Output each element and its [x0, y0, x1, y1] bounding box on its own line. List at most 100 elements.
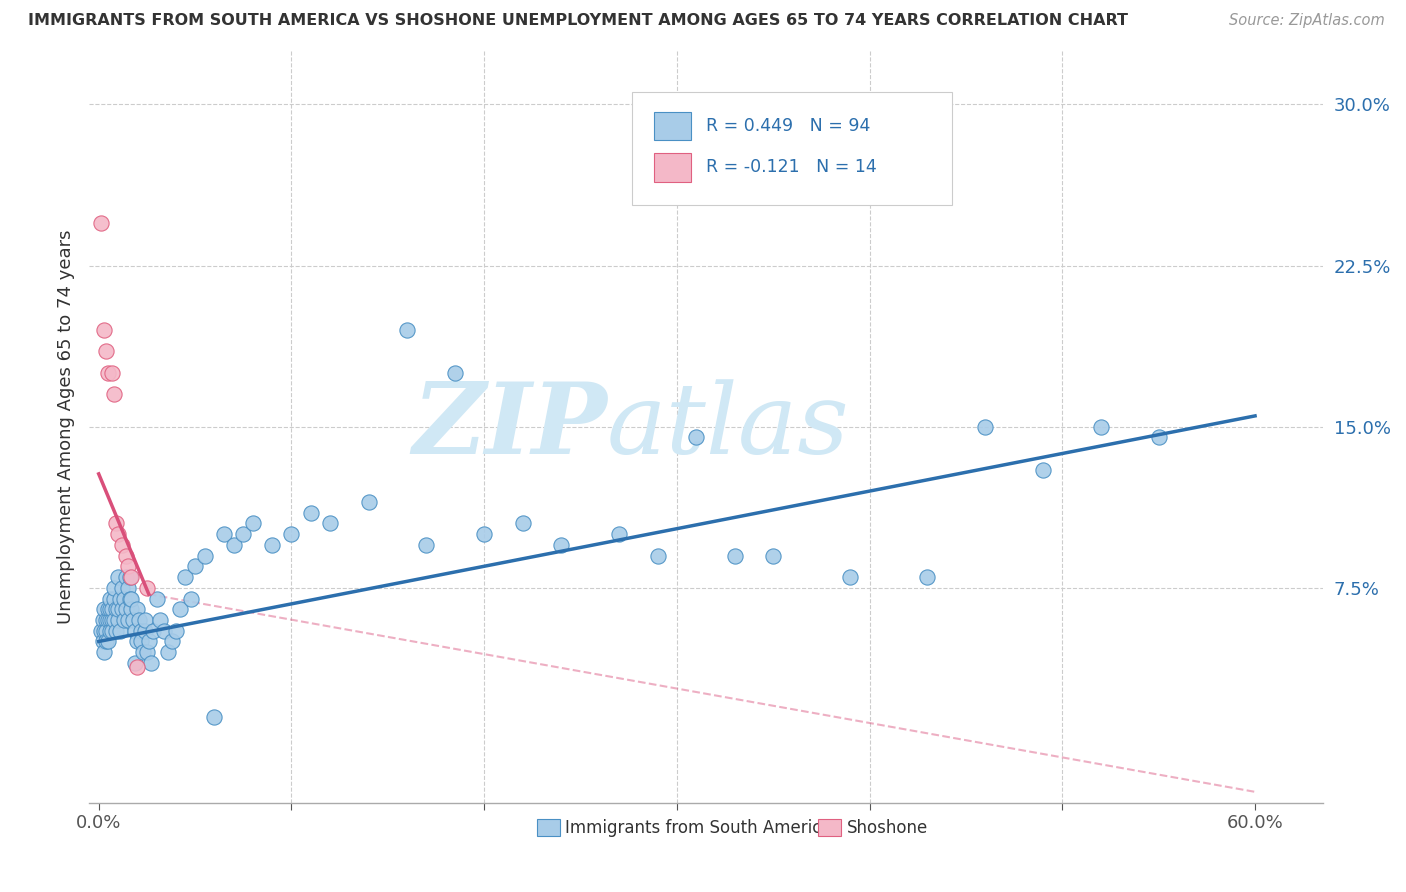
Point — [149, 613, 172, 627]
Point — [134, 624, 156, 638]
Point — [127, 660, 149, 674]
Point — [103, 613, 125, 627]
Point — [1090, 419, 1112, 434]
Point — [108, 624, 131, 638]
Point — [184, 559, 207, 574]
Point — [98, 591, 121, 606]
Text: Source: ZipAtlas.com: Source: ZipAtlas.com — [1229, 13, 1385, 29]
Point — [139, 656, 162, 670]
Point — [108, 591, 131, 606]
Point — [118, 591, 141, 606]
Point — [415, 538, 437, 552]
Point — [101, 366, 124, 380]
Point — [647, 549, 669, 563]
Point — [97, 602, 120, 616]
Point — [169, 602, 191, 616]
Point — [607, 527, 630, 541]
Point — [135, 581, 157, 595]
Point — [121, 591, 143, 606]
Point — [96, 613, 118, 627]
Text: atlas: atlas — [607, 379, 849, 475]
Point — [117, 613, 139, 627]
Point — [91, 613, 114, 627]
Point — [90, 624, 112, 638]
Point — [685, 430, 707, 444]
Point — [135, 645, 157, 659]
Point — [1147, 430, 1170, 444]
Point — [105, 624, 128, 638]
Point — [101, 624, 124, 638]
Point — [165, 624, 187, 638]
Point — [129, 624, 152, 638]
Bar — [654, 153, 690, 181]
Point — [357, 495, 380, 509]
Point — [138, 634, 160, 648]
Point — [232, 527, 254, 541]
Point — [396, 323, 419, 337]
Point — [103, 591, 125, 606]
Point — [93, 323, 115, 337]
Point — [512, 516, 534, 531]
Point — [180, 591, 202, 606]
Point — [97, 366, 120, 380]
Point — [145, 591, 167, 606]
Point — [724, 549, 747, 563]
Point — [472, 527, 495, 541]
Point — [105, 602, 128, 616]
Point — [114, 549, 136, 563]
Text: R = -0.121   N = 14: R = -0.121 N = 14 — [706, 158, 876, 177]
Point — [97, 634, 120, 648]
Point — [98, 624, 121, 638]
Point — [117, 559, 139, 574]
Point — [103, 581, 125, 595]
Point — [96, 344, 118, 359]
Point — [160, 634, 183, 648]
Point — [222, 538, 245, 552]
Point — [98, 613, 121, 627]
Point — [101, 613, 124, 627]
Point — [97, 613, 120, 627]
Point — [124, 656, 146, 670]
Point — [319, 516, 342, 531]
Bar — [654, 112, 690, 140]
Point — [117, 581, 139, 595]
Point — [132, 645, 155, 659]
Text: Immigrants from South America: Immigrants from South America — [565, 819, 832, 837]
Point — [98, 602, 121, 616]
Point — [1032, 462, 1054, 476]
Point — [280, 527, 302, 541]
Point — [299, 506, 322, 520]
Point — [262, 538, 284, 552]
Point — [111, 538, 134, 552]
Point — [103, 387, 125, 401]
Point — [91, 634, 114, 648]
Point — [127, 602, 149, 616]
Point — [762, 549, 785, 563]
Point — [96, 624, 118, 638]
Point — [242, 516, 264, 531]
Point — [550, 538, 572, 552]
Point — [194, 549, 217, 563]
Point — [114, 602, 136, 616]
Point — [93, 624, 115, 638]
Point — [157, 645, 180, 659]
Point — [114, 570, 136, 584]
Point — [112, 613, 135, 627]
Point — [93, 645, 115, 659]
Point — [127, 634, 149, 648]
Point — [90, 215, 112, 229]
Point — [142, 624, 165, 638]
Point — [128, 613, 150, 627]
Point — [121, 602, 143, 616]
Point — [122, 613, 145, 627]
Point — [121, 570, 143, 584]
Point — [839, 570, 862, 584]
Point — [174, 570, 197, 584]
Point — [212, 527, 235, 541]
Point — [107, 570, 129, 584]
Point — [124, 624, 146, 638]
Point — [101, 602, 124, 616]
Text: R = 0.449   N = 94: R = 0.449 N = 94 — [706, 117, 870, 135]
Point — [107, 602, 129, 616]
Point — [202, 709, 225, 723]
